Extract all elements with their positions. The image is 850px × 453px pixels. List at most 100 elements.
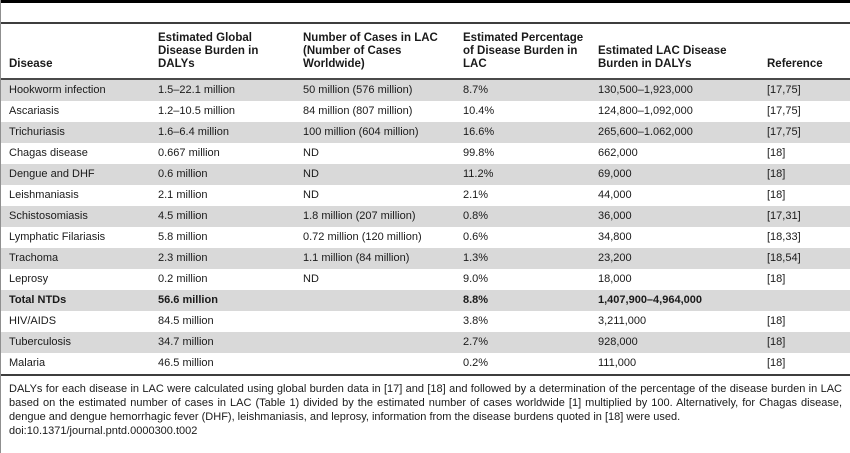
table-cell: 4.5 million xyxy=(158,210,208,222)
table-cell: Trichuriasis xyxy=(9,126,65,138)
table-cell: Tuberculosis xyxy=(9,336,71,348)
table-cell: [18,33] xyxy=(767,231,801,243)
table-body: Hookworm infection 1.5–22.1 million 50 mil… xyxy=(1,79,850,376)
table-cell: 10.4% xyxy=(463,105,495,117)
table-row: Tuberculosis 34.7 million 2.7% 928,000 [18] xyxy=(1,332,850,353)
disease-burden-table: Disease Estimated Global Disease Burden i… xyxy=(1,22,850,376)
table-row: Chagas disease 0.667 million ND 99.8% 662,00… xyxy=(1,143,850,164)
table-row: Lymphatic Filariasis 5.8 million 0.72 mill… xyxy=(1,227,850,248)
table-cell: ND xyxy=(303,147,319,159)
table-row: HIV/AIDS 84.5 million 3.8% 3,211,000 [18] xyxy=(1,311,850,332)
table-cell: [17,75] xyxy=(767,105,801,117)
table-cell: 34,800 xyxy=(598,231,632,243)
table-cell: 34.7 million xyxy=(158,336,214,348)
table-cell: 11.2% xyxy=(463,168,494,180)
table-cell: 46.5 million xyxy=(158,353,303,376)
table-cell: 2.1% xyxy=(463,189,489,201)
table-cell: 1,407,900–4,964,000 xyxy=(598,294,702,306)
table-cell: 130,500–1,923,000 xyxy=(598,84,693,96)
table-header-row: Disease Estimated Global Disease Burden i… xyxy=(1,23,850,80)
table-cell: Leishmaniasis xyxy=(9,189,79,201)
table-cell: 44,000 xyxy=(598,189,632,201)
column-header-1: Estimated Global Disease Burden in DALYs xyxy=(158,23,303,80)
table-cell: 124,800–1,092,000 xyxy=(598,105,693,117)
table-cell: 84 million (807 million) xyxy=(303,105,413,117)
column-header-0: Disease xyxy=(1,23,158,80)
table-cell: [18] xyxy=(767,168,786,180)
table-cell: Lymphatic Filariasis xyxy=(9,231,106,243)
table-cell: [18] xyxy=(767,273,786,285)
table-cell: Hookworm infection xyxy=(9,84,106,96)
table-cell: 16.6% xyxy=(463,126,495,138)
table-cell: 1.3% xyxy=(463,252,489,264)
table-cell: Malaria xyxy=(1,353,158,376)
table-cell: [18,54] xyxy=(767,252,801,264)
column-header-5: Reference xyxy=(767,23,850,80)
table-cell: HIV/AIDS xyxy=(9,315,57,327)
table-cell: [18] xyxy=(767,147,786,159)
table-row: Leprosy 0.2 million ND 9.0% 18,000 [18] xyxy=(1,269,850,290)
table-cell: 8.7% xyxy=(463,84,489,96)
table-cell: 265,600–1.062,000 xyxy=(598,126,693,138)
table-cell: ND xyxy=(303,168,319,180)
table-row: Hookworm infection 1.5–22.1 million 50 mil… xyxy=(1,79,850,101)
table-cell xyxy=(767,290,850,311)
table-cell: Leprosy xyxy=(9,273,49,285)
table-cell: 928,000 xyxy=(598,336,638,348)
table-cell xyxy=(303,311,463,332)
table-cell: 18,000 xyxy=(598,273,632,285)
table-cell: 0.72 million (120 million) xyxy=(303,231,422,243)
table-cell: Schistosomiasis xyxy=(9,210,88,222)
caption-space xyxy=(1,3,850,22)
table-cell: 1.2–10.5 million xyxy=(158,105,236,117)
table-cell: Chagas disease xyxy=(9,147,88,159)
table-footnote: DALYs for each disease in LAC were calcu… xyxy=(9,383,842,423)
table-cell: [17,75] xyxy=(767,84,801,96)
table-cell: [18] xyxy=(767,353,850,376)
table-cell: 9.0% xyxy=(463,273,489,285)
table-cell: ND xyxy=(303,189,319,201)
table-cell: 1.1 million (84 million) xyxy=(303,252,410,264)
table-cell: 1.5–22.1 million xyxy=(158,84,236,96)
table-cell: 5.8 million xyxy=(158,231,208,243)
table-cell: Ascariasis xyxy=(9,105,60,117)
table-cell: 2.3 million xyxy=(158,252,208,264)
column-header-3: Estimated Percentage of Disease Burden i… xyxy=(463,23,598,80)
table-cell: 662,000 xyxy=(598,147,638,159)
table-cell: 3,211,000 xyxy=(598,315,647,327)
table-cell xyxy=(303,332,463,353)
table-cell: 111,000 xyxy=(598,353,767,376)
table-cell: 0.6 million xyxy=(158,168,208,180)
table-cell: 3.8% xyxy=(463,315,489,327)
table-cell: 1.8 million (207 million) xyxy=(303,210,416,222)
table-cell: 8.8% xyxy=(463,294,489,306)
table-cell: Trachoma xyxy=(9,252,59,264)
table-cell: ND xyxy=(303,273,319,285)
table-cell: 1.6–6.4 million xyxy=(158,126,229,138)
table-cell: 0.2% xyxy=(463,353,598,376)
table-row: Malaria 46.5 million 0.2% 111,000 [18] xyxy=(1,353,850,376)
doi-text: doi:10.1371/journal.pntd.0000300.t002 xyxy=(9,425,198,438)
table-cell: Total NTDs xyxy=(9,294,67,306)
table-cell: 2.7% xyxy=(463,336,489,348)
table-cell: 0.8% xyxy=(463,210,489,222)
table-cell: 69,000 xyxy=(598,168,632,180)
table-cell: 50 million (576 million) xyxy=(303,84,413,96)
table-cell: 36,000 xyxy=(598,210,632,222)
table-cell: 100 million (604 million) xyxy=(303,126,419,138)
table-cell: 99.8% xyxy=(463,147,495,159)
table-cell: 0.2 million xyxy=(158,273,208,285)
table-cell: 56.6 million xyxy=(158,294,218,306)
table-row: Schistosomiasis 4.5 million 1.8 million (2… xyxy=(1,206,850,227)
table-cell: Dengue and DHF xyxy=(9,168,95,180)
table-cell: 0.667 million xyxy=(158,147,220,159)
table-cell: 23,200 xyxy=(598,252,632,264)
table-cell: 84.5 million xyxy=(158,315,214,327)
table-row: Total NTDs 56.6 million 8.8% 1,407,900–4,96… xyxy=(1,290,850,311)
table-row: Ascariasis 1.2–10.5 million 84 million (80… xyxy=(1,101,850,122)
table-row: Trichuriasis 1.6–6.4 million 100 million (… xyxy=(1,122,850,143)
table-cell: [18] xyxy=(767,336,786,348)
column-header-2: Number of Cases in LAC (Number of Cases … xyxy=(303,23,463,80)
table-cell: [17,31] xyxy=(767,210,801,222)
